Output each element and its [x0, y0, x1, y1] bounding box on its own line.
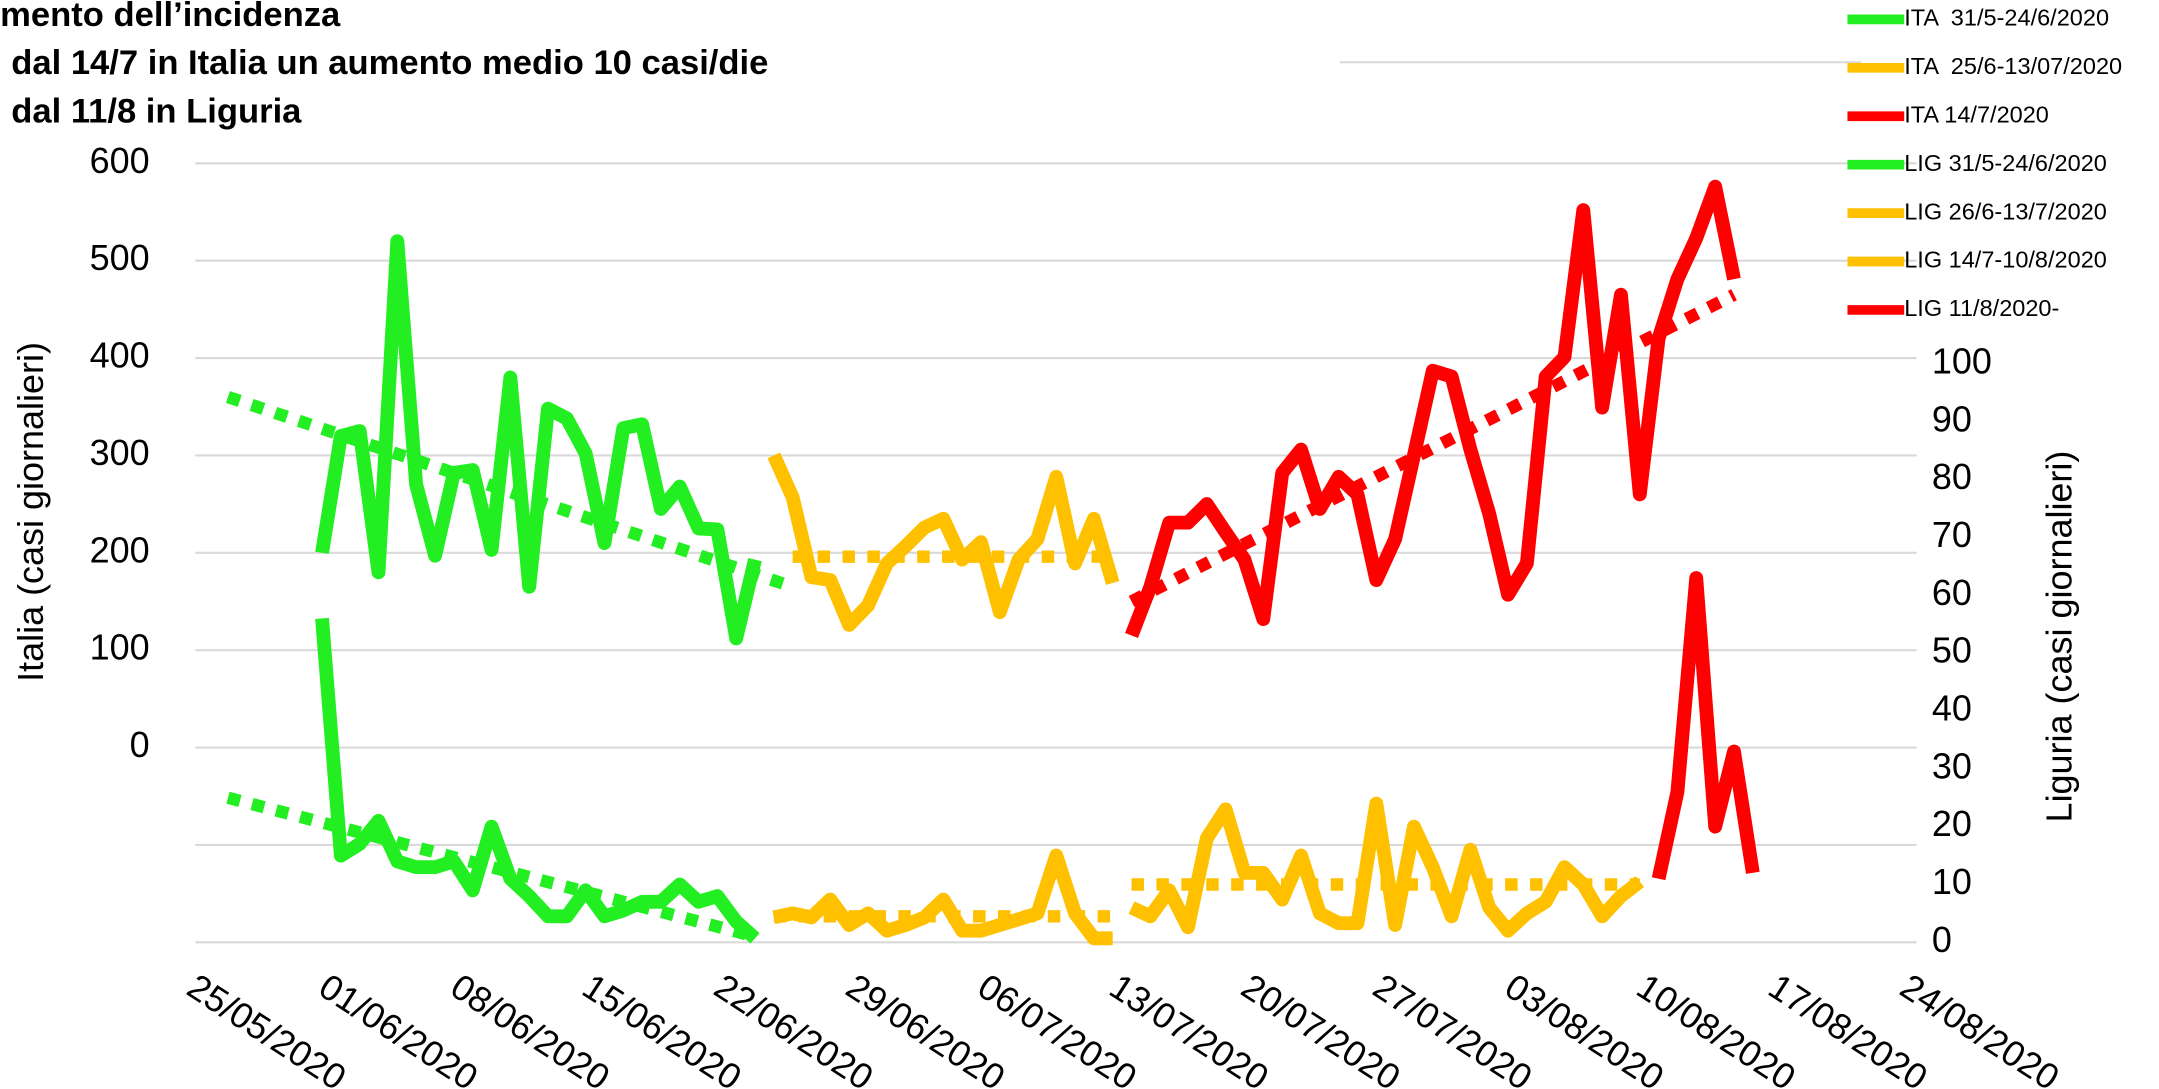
- y-tick-label: 100: [90, 627, 150, 668]
- annotation: mento dell’incidenza: [0, 0, 341, 34]
- y-tick-label: 500: [90, 237, 150, 278]
- series-line: [315, 617, 760, 944]
- legend-label: ITA 14/7/2020: [1904, 101, 2049, 127]
- y2-tick-label: 10: [1932, 861, 1972, 902]
- series-line: [315, 234, 762, 646]
- series-line: [767, 452, 1120, 632]
- y2-tick-label: 50: [1932, 630, 1972, 671]
- y2-axis-label: Liguria (casi giornalieri): [2038, 451, 2079, 823]
- y-axis-label: Italia (casi giornalieri): [10, 342, 51, 682]
- y-tick-label: 600: [90, 140, 150, 181]
- trend-line: [226, 791, 757, 943]
- y-tick-label: 400: [90, 335, 150, 376]
- y-tick-label: 200: [90, 529, 150, 570]
- y2-tick-label: 0: [1932, 919, 1952, 960]
- annotation: dal 14/7 in Italia un aumento medio 10 c…: [11, 44, 768, 82]
- y2-tick-label: 100: [1932, 340, 1992, 381]
- y-tick-label: 0: [130, 724, 150, 765]
- annotation: dal 11/8 in Liguria: [11, 93, 302, 131]
- series-line: [1125, 179, 1741, 639]
- series-line: [1128, 796, 1645, 938]
- legend-label: ITA 31/5-24/6/2020: [1904, 5, 2109, 31]
- y2-tick-label: 90: [1932, 398, 1972, 439]
- legend-label: ITA 25/6-13/07/2020: [1904, 53, 2122, 79]
- legend-label: LIG 31/5-24/6/2020: [1904, 150, 2107, 176]
- y-tick-label: 300: [90, 432, 150, 473]
- series-line: [1651, 571, 1760, 881]
- series-line: [772, 848, 1113, 946]
- legend-label: LIG 14/7-10/8/2020: [1904, 247, 2107, 273]
- y2-tick-label: 70: [1932, 514, 1972, 555]
- legend-label: LIG 26/6-13/7/2020: [1904, 198, 2107, 224]
- legend-label: LIG 11/8/2020-: [1904, 295, 2059, 321]
- y2-tick-label: 60: [1932, 572, 1972, 613]
- y2-tick-label: 30: [1932, 745, 1972, 786]
- y2-tick-label: 20: [1932, 803, 1972, 844]
- y2-tick-label: 80: [1932, 456, 1972, 497]
- y2-tick-label: 40: [1932, 687, 1972, 728]
